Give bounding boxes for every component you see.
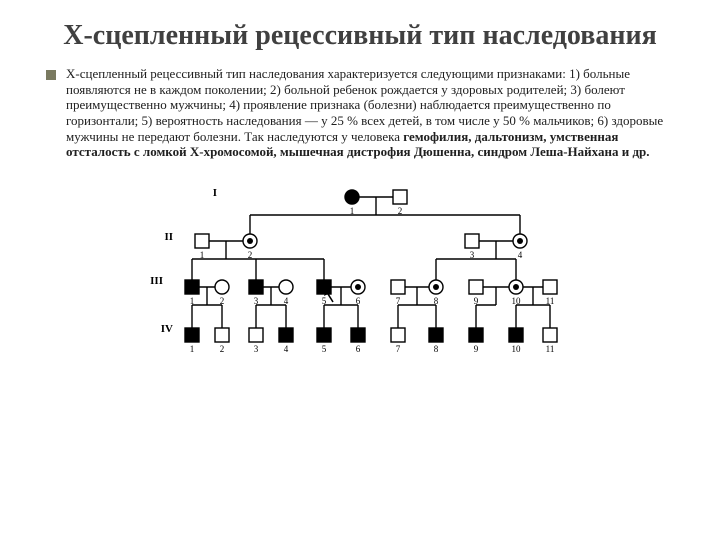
svg-text:3: 3 <box>254 296 259 306</box>
svg-text:11: 11 <box>546 296 555 306</box>
svg-text:2: 2 <box>220 296 225 306</box>
svg-text:IV: IV <box>161 323 173 335</box>
svg-text:7: 7 <box>396 344 401 354</box>
svg-text:3: 3 <box>470 250 475 260</box>
svg-text:2: 2 <box>398 206 403 216</box>
svg-text:I: I <box>213 187 217 199</box>
svg-text:1: 1 <box>190 344 195 354</box>
svg-text:2: 2 <box>220 344 225 354</box>
svg-text:9: 9 <box>474 344 479 354</box>
page-title: Х-сцепленный рецессивный тип наследовани… <box>40 20 680 52</box>
svg-text:1: 1 <box>350 206 355 216</box>
pedigree-chart: 12123412345678910111234567891011IIIIIIIV <box>40 170 680 360</box>
lead-text: Х-сцепленный рецессивный тип наследовани… <box>66 66 566 81</box>
bullet-marker <box>46 70 56 80</box>
svg-text:1: 1 <box>190 296 195 306</box>
svg-text:III: III <box>150 275 163 287</box>
svg-text:1: 1 <box>200 250 205 260</box>
svg-text:5: 5 <box>322 296 327 306</box>
svg-text:5: 5 <box>322 344 327 354</box>
svg-text:10: 10 <box>512 344 522 354</box>
svg-text:9: 9 <box>474 296 479 306</box>
svg-text:6: 6 <box>356 296 361 306</box>
svg-text:8: 8 <box>434 296 439 306</box>
svg-text:4: 4 <box>284 344 289 354</box>
bullet-item: Х-сцепленный рецессивный тип наследовани… <box>40 66 680 160</box>
svg-text:2: 2 <box>248 250 253 260</box>
svg-text:4: 4 <box>284 296 289 306</box>
svg-text:4: 4 <box>518 250 523 260</box>
svg-text:6: 6 <box>356 344 361 354</box>
svg-text:II: II <box>164 231 173 243</box>
bullet-text: Х-сцепленный рецессивный тип наследовани… <box>66 66 680 160</box>
svg-text:11: 11 <box>546 344 555 354</box>
svg-text:8: 8 <box>434 344 439 354</box>
svg-text:7: 7 <box>396 296 401 306</box>
svg-text:10: 10 <box>512 296 522 306</box>
svg-text:3: 3 <box>254 344 259 354</box>
